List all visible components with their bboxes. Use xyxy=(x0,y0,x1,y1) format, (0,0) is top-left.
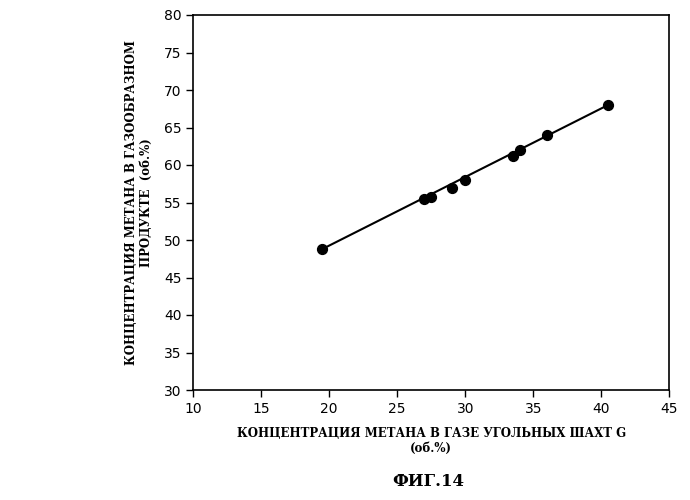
Point xyxy=(460,176,471,184)
Text: ФИГ.14: ФИГ.14 xyxy=(392,473,464,490)
Point xyxy=(507,152,518,160)
Point xyxy=(542,131,553,139)
Y-axis label: КОНЦЕНТРАЦИЯ МЕТАНА В ГАЗООБРАЗНОМ
ПРОДУКТЕ  (об.%): КОНЦЕНТРАЦИЯ МЕТАНА В ГАЗООБРАЗНОМ ПРОДУ… xyxy=(125,40,152,365)
Point xyxy=(446,184,457,192)
Point xyxy=(317,245,328,253)
Point xyxy=(514,146,525,154)
Point xyxy=(419,194,430,203)
Point xyxy=(602,101,613,109)
Point xyxy=(426,192,437,200)
X-axis label: КОНЦЕНТРАЦИЯ МЕТАНА В ГАЗЕ УГОЛЬНЫХ ШАХТ G
(об.%): КОНЦЕНТРАЦИЯ МЕТАНА В ГАЗЕ УГОЛЬНЫХ ШАХТ… xyxy=(237,427,626,455)
